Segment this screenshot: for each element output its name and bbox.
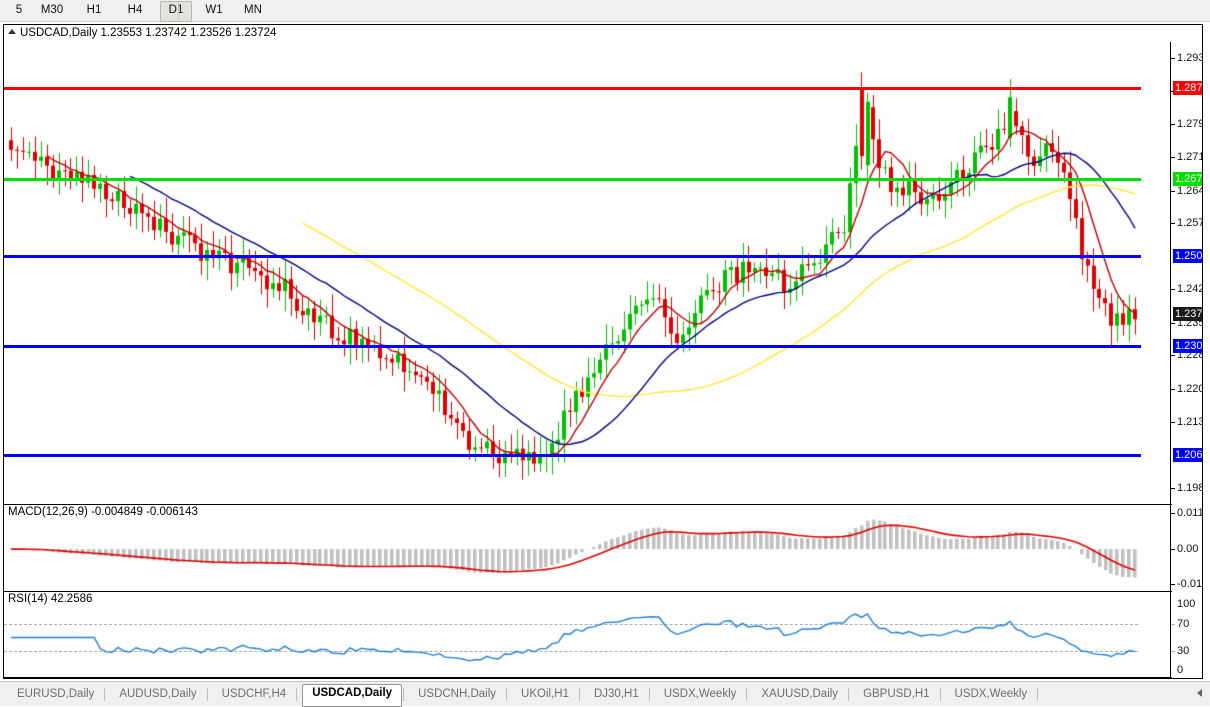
price-axis-line [1170, 42, 1171, 504]
rsi-scale-label: 0 [1177, 664, 1184, 676]
timeframe-h4[interactable]: H4 [127, 4, 143, 16]
collapse-triangle-icon[interactable] [8, 29, 16, 34]
price-tick-label: 1.22060 [1177, 382, 1202, 395]
price-tick [1171, 190, 1175, 192]
support-line-1.25003[interactable] [4, 254, 1141, 258]
price-tick-label: 1.29360 [1177, 52, 1202, 65]
price-tick [1171, 289, 1175, 291]
macd-pane[interactable]: MACD(12,26,9) -0.004849 -0.006143 0.0113… [4, 505, 1202, 591]
price-tick-label: 1.21340 [1177, 415, 1202, 428]
tab-divider [578, 688, 580, 701]
macd-axis-line [1170, 505, 1171, 591]
rsi-scale-label: 30 [1177, 644, 1190, 657]
chart-tab-usdcnh-daily[interactable]: USDCNH,Daily [418, 688, 497, 700]
chart-tab-xauusd-daily[interactable]: XAUUSD,Daily [761, 688, 839, 700]
price-tick-label: 1.24260 [1177, 283, 1202, 296]
macd-canvas [4, 505, 1172, 591]
toolbar-divider [178, 2, 179, 19]
chart-tab-audusd-daily[interactable]: AUDUSD,Daily [119, 688, 197, 700]
price-tick-label: 1.26440 [1177, 184, 1202, 197]
support-price-label: 1.25003 [1173, 248, 1202, 263]
candlestick-canvas [4, 42, 1172, 504]
resistance-line-1.26700[interactable] [4, 177, 1141, 181]
tab-divider [746, 688, 748, 701]
chart-window: USDCAD,Daily 1.23553 1.23742 1.23526 1.2… [3, 24, 1203, 693]
chart-tab-usdx-weekly[interactable]: USDX,Weekly [954, 688, 1028, 700]
chart-tab-usdcad-daily[interactable]: USDCAD,Daily [302, 684, 403, 707]
price-tick [1171, 355, 1175, 357]
macd-tick [1171, 549, 1175, 551]
rsi-scale-label: 100 [1177, 598, 1196, 610]
tab-divider [206, 688, 208, 701]
macd-tick [1171, 584, 1175, 585]
price-tick [1171, 487, 1175, 489]
chevron-left-icon[interactable] [1197, 689, 1202, 697]
price-tick [1171, 388, 1175, 390]
timeframe-m30[interactable]: M30 [40, 4, 64, 16]
price-tick [1171, 223, 1175, 225]
resistance-line-1.28700[interactable] [4, 87, 1141, 91]
chart-tab-ukoil-h1[interactable]: UKOil,H1 [521, 688, 569, 700]
rsi-tick [1171, 624, 1175, 626]
price-tick-label: 1.19880 [1177, 481, 1202, 494]
price-pane[interactable]: 1.293601.286401.279001.271801.264401.257… [4, 42, 1202, 504]
tab-divider [403, 688, 405, 701]
chart-title-bar: USDCAD,Daily 1.23553 1.23742 1.23526 1.2… [4, 25, 276, 42]
macd-tick [1171, 513, 1175, 514]
chart-tab-eurusd-daily[interactable]: EURUSD,Daily [17, 688, 95, 700]
rsi-scale-label: 70 [1177, 618, 1190, 631]
tab-divider [104, 688, 106, 701]
timeframe-5[interactable]: 5 [15, 4, 23, 16]
chart-tab-gbpusd-h1[interactable]: GBPUSD,H1 [863, 688, 930, 700]
rsi-pane[interactable]: RSI(14) 42.2586 100 70 30 0 [4, 592, 1202, 677]
price-tick [1171, 58, 1175, 60]
pane-divider [4, 677, 1172, 678]
tab-divider [296, 688, 298, 701]
timeframe-mn[interactable]: MN [244, 4, 262, 16]
rsi-canvas [4, 592, 1172, 677]
chart-tab-bar: EURUSD,Daily AUDUSD,Daily USDCHF,H4 USDCAD,… [0, 681, 1210, 707]
pane-divider[interactable] [4, 591, 1172, 592]
support-line-1.23003[interactable] [4, 345, 1141, 349]
price-tick-label: 1.27180 [1177, 151, 1202, 164]
price-tick [1171, 124, 1175, 126]
current-price-price-label: 1.23724 [1173, 306, 1202, 321]
rsi-label: RSI(14) 42.2586 [8, 593, 93, 605]
price-scale[interactable]: 1.293601.286401.279001.271801.264401.257… [1171, 42, 1202, 504]
support-price-label: 1.23003 [1173, 339, 1202, 354]
rsi-scale: 100 70 30 0 [1171, 592, 1202, 677]
support-line-1.20609[interactable] [4, 453, 1141, 457]
resistance-price-label: 1.28700 [1173, 81, 1202, 96]
rsi-axis-line [1170, 592, 1171, 677]
timeframe-h1[interactable]: H1 [86, 4, 102, 16]
timeframe-d1[interactable]: D1 [160, 1, 192, 22]
resistance-price-label: 1.26700 [1173, 171, 1202, 186]
macd-scale-label: -0.011904 [1177, 578, 1202, 590]
chart-tab-usdchf-h4[interactable]: USDCHF,H4 [221, 688, 287, 700]
macd-scale: 0.01135 0.00 -0.011904 [1171, 505, 1202, 591]
chart-tab-usdx-weekly[interactable]: USDX,Weekly [663, 688, 737, 700]
macd-scale-label: 0.00 [1177, 543, 1199, 556]
price-tick [1171, 421, 1175, 423]
pane-divider[interactable] [4, 504, 1172, 505]
price-tick-label: 1.25720 [1177, 217, 1202, 230]
macd-label: MACD(12,26,9) -0.004849 -0.006143 [8, 506, 198, 518]
chart-title: USDCAD,Daily 1.23553 1.23742 1.23526 1.2… [20, 27, 277, 39]
tab-divider [939, 688, 941, 701]
tab-divider [648, 688, 650, 701]
price-tick [1171, 322, 1175, 324]
tab-divider [848, 688, 850, 701]
price-tick [1171, 157, 1175, 159]
support-price-label: 1.20609 [1173, 447, 1202, 462]
chart-tab-dj30-h1[interactable]: DJ30,H1 [593, 688, 639, 700]
tab-divider [1037, 688, 1039, 701]
rsi-tick [1171, 650, 1175, 652]
tab-divider [506, 688, 508, 701]
macd-scale-label: 0.01135 [1177, 507, 1202, 519]
price-tick-label: 1.27900 [1177, 118, 1202, 131]
timeframe-toolbar: 5 M30 H1 H4 D1 W1 MN [0, 0, 1210, 22]
timeframe-w1[interactable]: W1 [205, 4, 223, 16]
